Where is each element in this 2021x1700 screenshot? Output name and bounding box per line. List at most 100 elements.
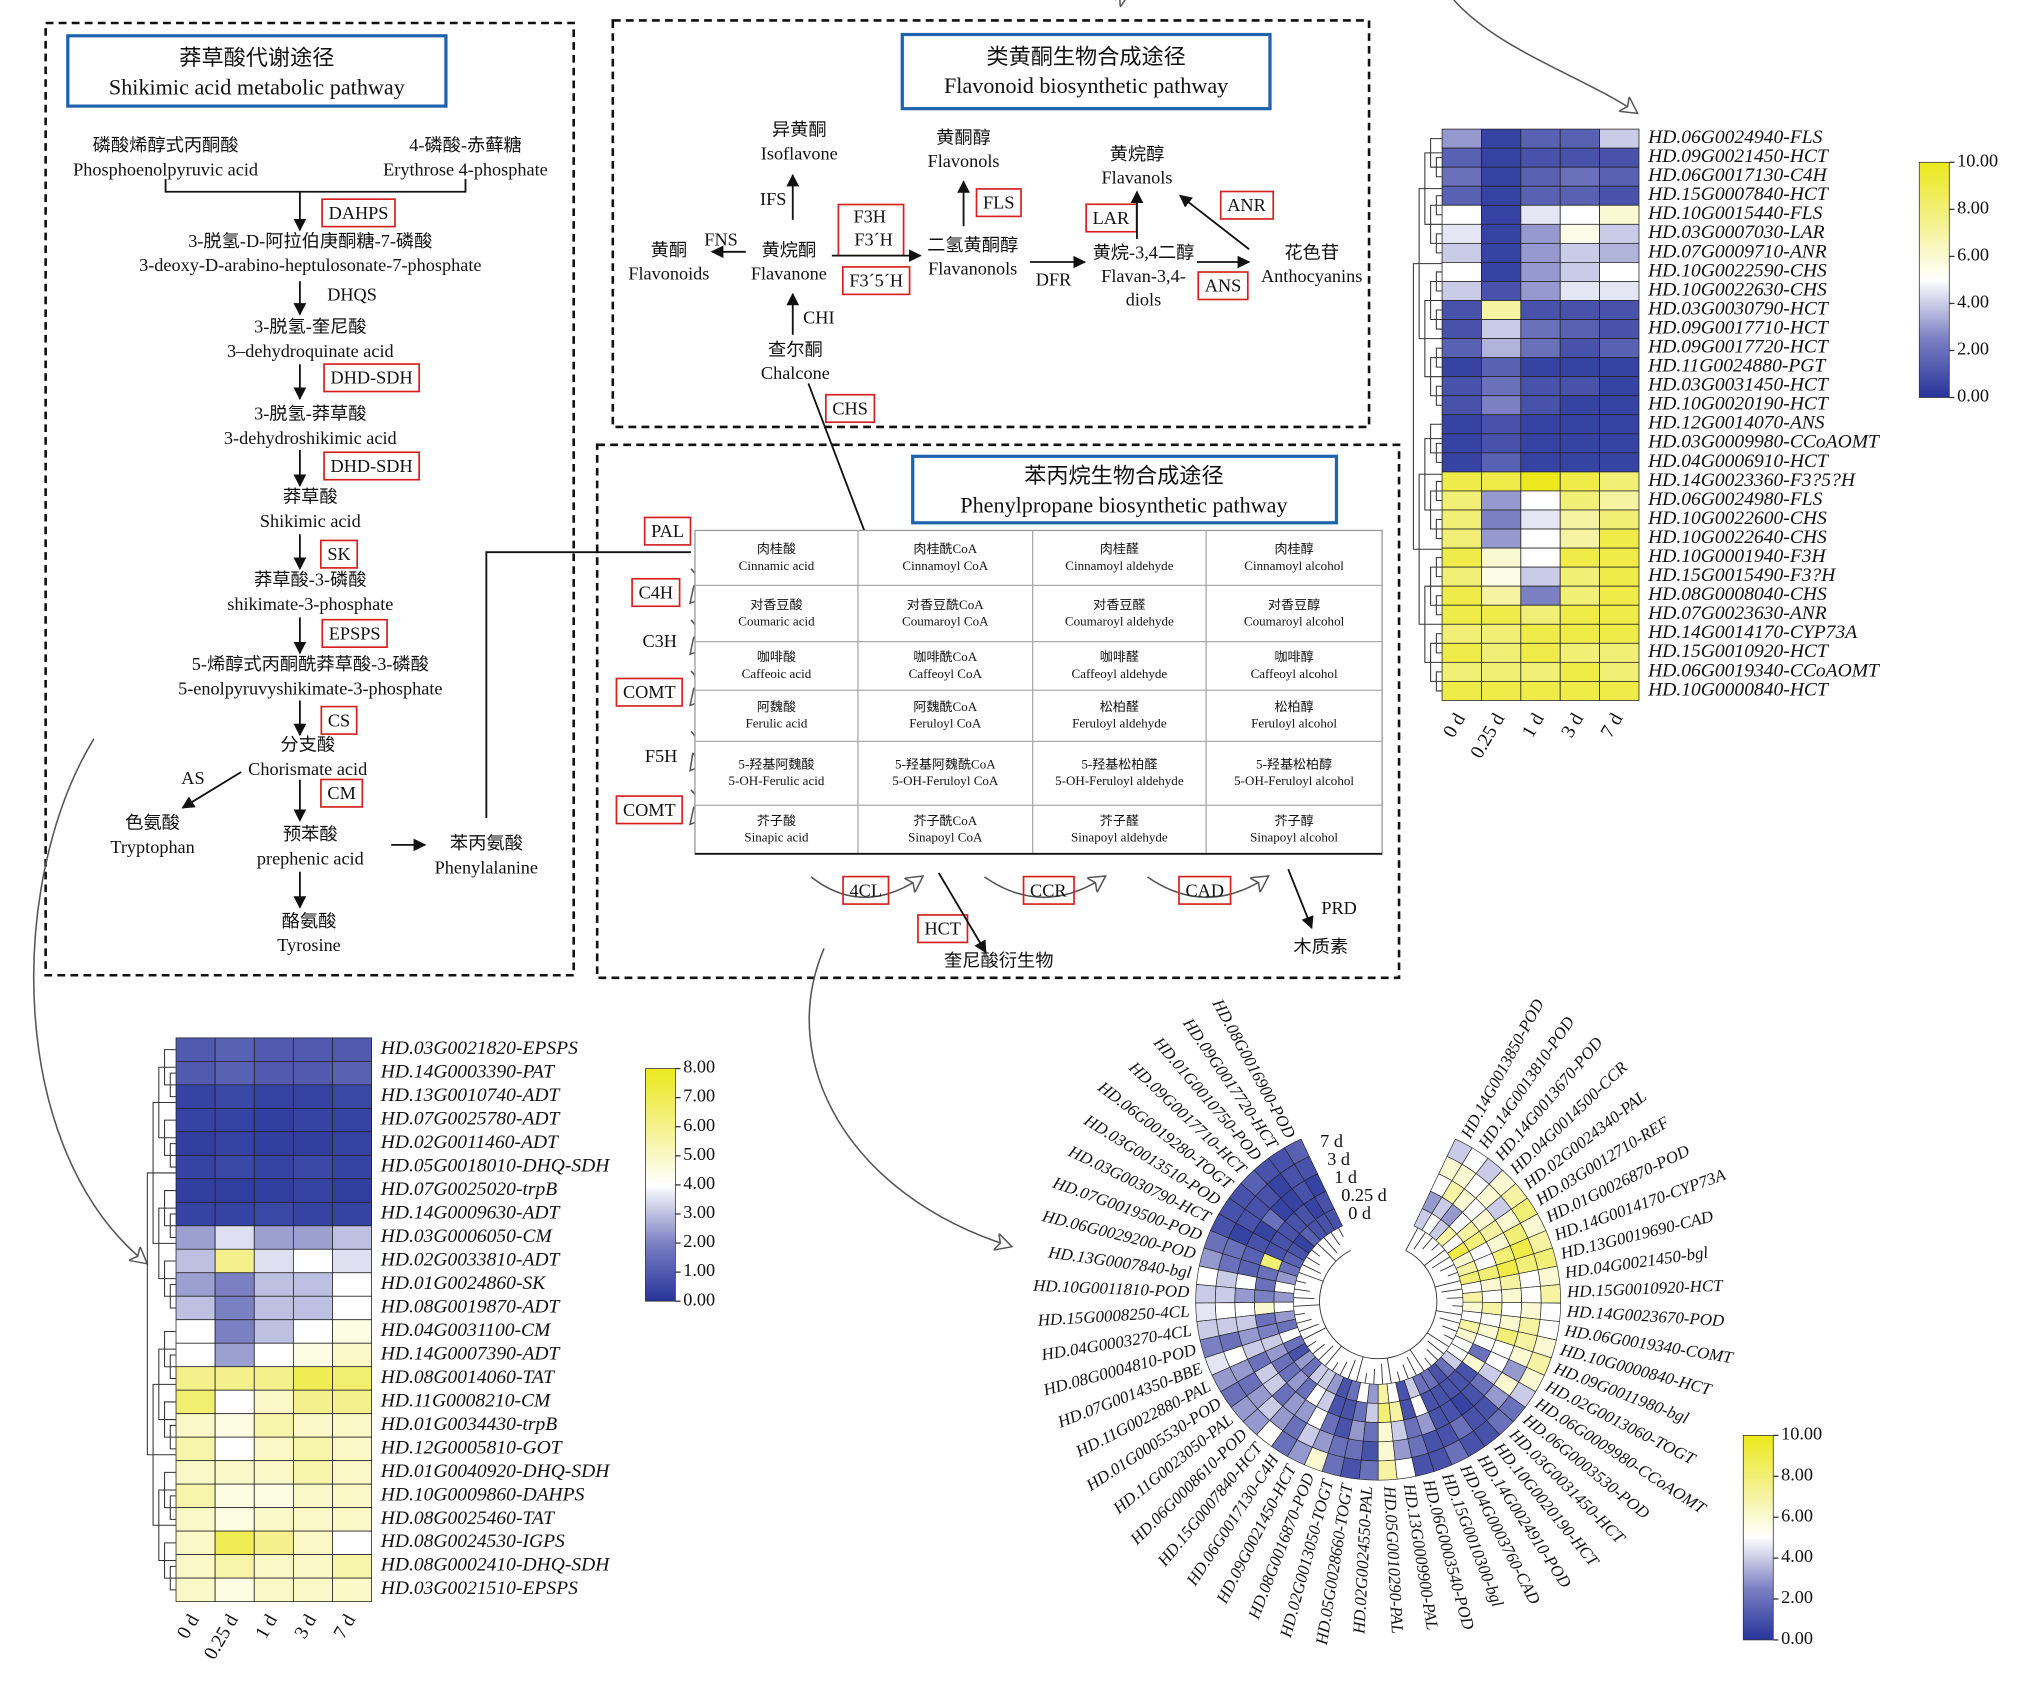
heatmap-cell [175,1154,216,1180]
compound-label: 查尔酮 [768,340,823,360]
heatmap-cell [1559,585,1600,606]
heatmap-cell [1520,376,1561,397]
heatmap-cell [1599,223,1640,244]
dendrogram [1317,1243,1337,1262]
row-label: HD.14G0009630-ADT [380,1203,561,1224]
compound-label: Ferulic acid [746,716,808,731]
section-title: Phenylpropane biosynthetic pathway [960,493,1287,518]
compound-label: 5-enolpyruvyshikimate-3-phosphate [178,678,442,698]
row-label: HD.08G0019870-ADT [380,1297,561,1318]
row-label: HD.01G0024860-SK [380,1273,547,1294]
heatmap-cell [175,1248,216,1274]
dendrogram [1302,1327,1327,1340]
enzyme-label: DHQS [327,285,377,305]
column-label: 3 d [291,1611,322,1642]
heatmap-cell [214,1577,255,1602]
enzyme-label: CCR [1030,880,1067,900]
heatmap-cell [1481,528,1522,549]
heatmap-cell [1441,528,1482,549]
row-label: HD.13G0010740-ADT [380,1085,561,1106]
row-label: HD.07G0009710-ANR [1647,241,1827,262]
enzyme-box [825,393,876,424]
heatmap-cell [1481,623,1522,644]
row-label: HD.03G0009980-CCoAOMT [1647,432,1880,453]
heatmap-cell [1441,357,1482,378]
heatmap-cell [253,1530,294,1555]
heatmap-cell [1520,490,1561,511]
dendrogram [1435,1310,1462,1316]
heatmap-cell [1481,338,1522,359]
enzyme-label: IFS [760,189,786,209]
heatmap-cell [1520,661,1561,682]
heatmap-cell [1599,452,1640,473]
heatmap-cell [1559,319,1600,339]
heatmap-cell [1559,128,1600,149]
heatmap-cell [214,1154,255,1180]
row-label: HD.07G0025780-ADT [380,1109,561,1130]
compound-label: 莽草酸 [283,487,338,507]
colorbar-tick-label: 6.00 [683,1115,715,1135]
heatmap-cell [1441,319,1482,339]
heatmap-cell [292,1225,333,1250]
heatmap-cell [1462,1301,1483,1314]
colorbar [645,1068,676,1302]
step-arrow [1146,877,1267,899]
compound-label: 酪氨酸 [282,911,337,931]
compound-label: 3-deoxy-D-arabino-heptulosonate-7-phosph… [139,255,481,275]
heatmap-cell [1441,147,1482,168]
heatmap-cell [1520,300,1561,320]
heatmap-cell [253,1084,294,1109]
compound-label: 肉桂酸 [757,541,796,556]
heatmap-cell [1441,509,1482,530]
heatmap-cell [175,1272,216,1297]
compound-label: 3-脱氢-莽草酸 [254,404,366,424]
heatmap-cell [1559,509,1600,530]
heatmap-cell [214,1342,255,1368]
column-label: 0.25 d [1467,710,1510,762]
shikimic-frame [44,21,576,977]
compound-label: 肉桂醛 [1100,541,1139,556]
compound-label: 3-dehydroshikimic acid [224,428,397,448]
dendrogram [1431,1243,1440,1251]
heatmap-cell [1559,547,1600,568]
heatmap-cell [332,1366,372,1391]
heatmap-cell [253,1131,294,1156]
heatmap-cell [175,1178,216,1203]
enzyme-label: F5H [645,746,677,766]
heatmap-cell [1559,242,1600,263]
heatmap-cell [1520,623,1561,644]
heatmap-cell [292,1060,333,1086]
heatmap-cell [1520,395,1561,416]
heatmap-cell [1559,166,1600,187]
heatmap-cell [332,1507,372,1532]
heatmap-cell [1500,1302,1522,1318]
compound-label: Flavanols [1102,168,1173,188]
compound-label: 5-羟基阿魏酸 [738,757,814,772]
enzyme-box [842,875,890,905]
colorbar-tick-label: 7.00 [683,1086,715,1106]
ring-label: 3 d [1327,1149,1350,1169]
dendrogram [1306,1256,1320,1266]
row-label: HD.10G0011810-POD [1032,1276,1190,1301]
heatmap-cell [292,1530,333,1555]
compound-label: Coumaric acid [738,614,815,629]
heatmap-cell [175,1389,216,1415]
heatmap-cell [214,1436,255,1462]
enzyme-label: F3´H [854,230,893,250]
heatmap-cell [1540,1284,1562,1304]
heatmap-cell [1481,490,1522,511]
heatmap-cell [253,1154,294,1180]
heatmap-cell [1481,566,1522,587]
ring-label: 1 d [1334,1167,1357,1187]
heatmap-cell [1520,528,1561,549]
heatmap-cell [1520,338,1561,359]
heatmap-cell [332,1554,372,1579]
enzyme-label: PRD [1321,898,1356,918]
heatmap-cell [1441,338,1482,359]
dendrogram [1294,1312,1305,1316]
dendrogram [1338,1227,1344,1238]
enzyme-label: AS [181,768,204,788]
heatmap-cell [1520,223,1561,244]
row-label: HD.04G0031100-CM [380,1320,553,1341]
compound-label: 异黄酮 [772,120,827,140]
